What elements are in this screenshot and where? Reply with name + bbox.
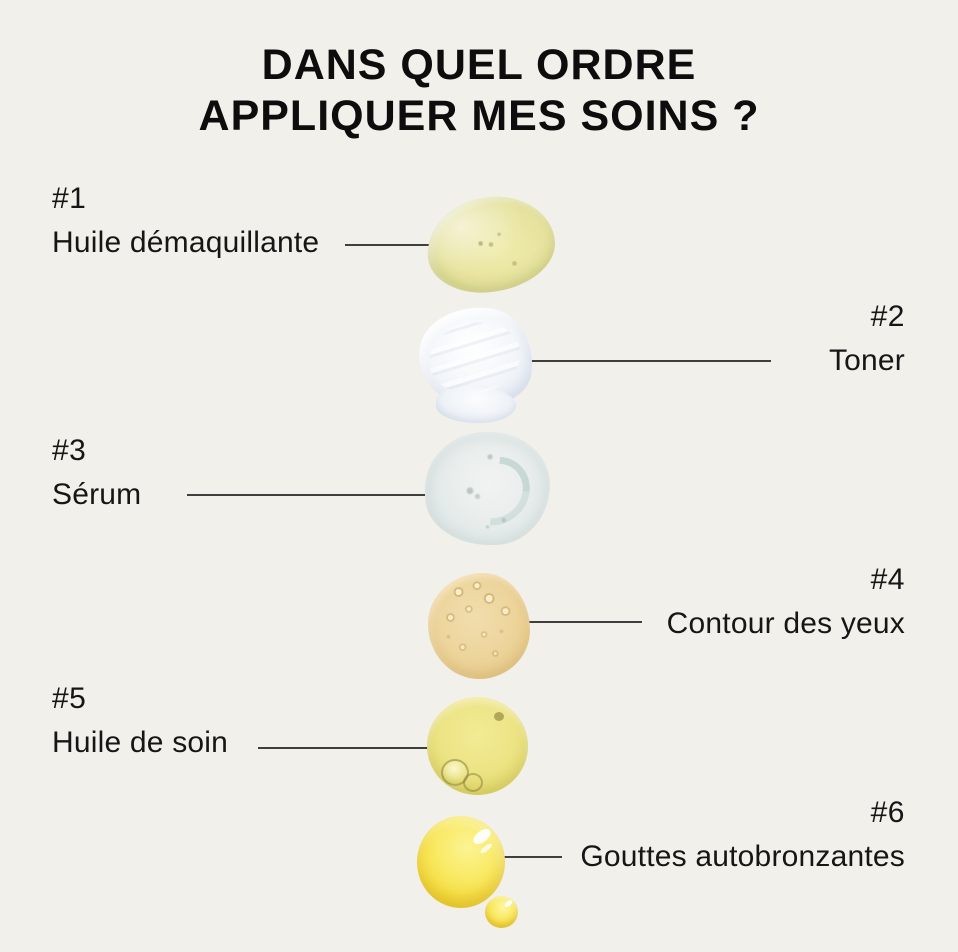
connector-line-4 [490,621,642,623]
step-name: Huile démaquillante [52,226,320,259]
step-4-label: #4 Contour des yeux [667,563,905,641]
step-5-label: #5 Huile de soin [52,682,228,760]
step-name: Sérum [52,478,142,511]
step-1-label: #1 Huile démaquillante [52,182,319,260]
connector-line-1 [345,244,462,246]
step-number: #1 [52,182,87,215]
self-tan-drop [417,816,505,908]
step-name: Toner [828,344,905,377]
step-2-label: #2 Toner [829,300,905,378]
cleansing-oil-blob [423,191,559,298]
connector-line-3 [187,494,462,496]
title-line-1: DANS QUEL ORDRE [261,41,697,89]
eye-contour-blob [428,573,530,679]
step-name: Contour des yeux [666,607,905,640]
step-number: #2 [870,300,905,333]
step-number: #6 [870,796,905,829]
connector-line-2 [487,360,771,362]
page-title: DANS QUEL ORDRE APPLIQUER MES SOINS ? [0,40,958,142]
serum-gel-blob [425,432,550,545]
step-number: #4 [870,563,905,596]
self-tan-droplet-small [485,896,518,928]
step-6-label: #6 Gouttes autobronzantes [580,796,905,874]
step-number: #5 [52,682,87,715]
step-name: Huile de soin [52,726,229,759]
toner-smear [414,301,538,413]
step-number: #3 [52,434,87,467]
title-line-2: APPLIQUER MES SOINS ? [198,92,760,140]
connector-line-6 [490,856,562,858]
face-oil-drop [427,697,528,795]
step-3-label: #3 Sérum [52,434,141,512]
step-name: Gouttes autobronzantes [580,840,905,873]
connector-line-5 [258,747,462,749]
